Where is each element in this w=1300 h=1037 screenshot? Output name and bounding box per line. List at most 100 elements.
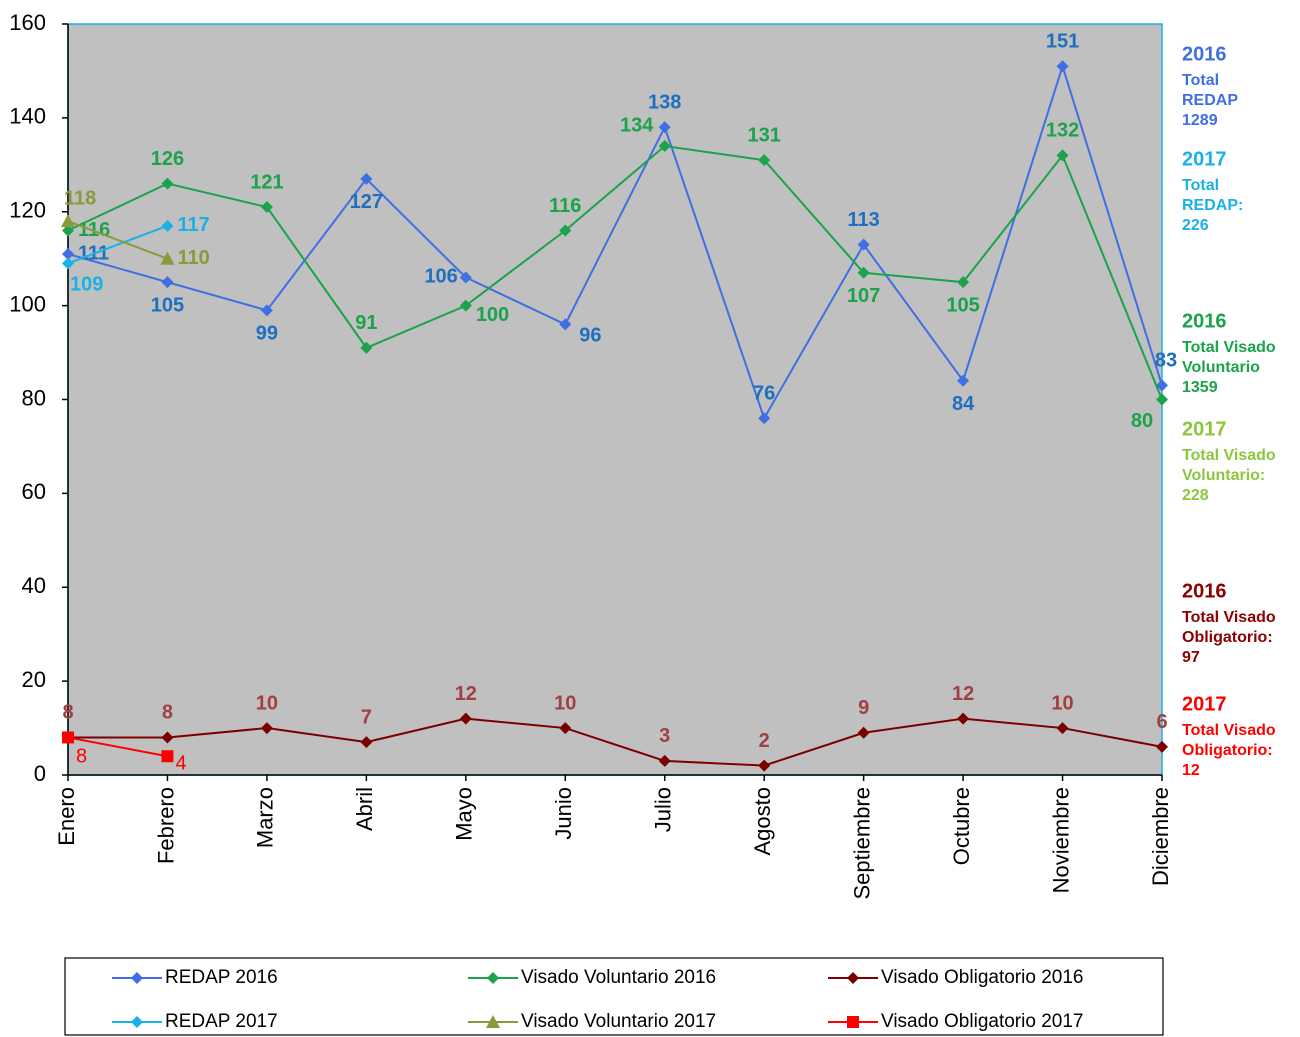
point	[62, 224, 74, 237]
annotation: Voluntario	[1182, 359, 1260, 376]
y-tick-label: 40	[22, 573, 46, 598]
data-label: 80	[1131, 410, 1153, 432]
data-label: 8	[62, 702, 73, 724]
legend-marker	[487, 972, 499, 984]
data-label: 113	[848, 209, 880, 231]
x-tick-label: Enero	[54, 787, 79, 846]
annotation: Total	[1182, 72, 1219, 89]
x-tick-label: Junio	[551, 787, 576, 840]
annotation: Obligatorio:	[1182, 742, 1273, 759]
annotation: 12	[1182, 762, 1200, 779]
point	[559, 224, 572, 237]
data-label: 116	[549, 195, 581, 217]
data-label: 7	[361, 706, 372, 728]
annotation: 2017	[1182, 418, 1227, 440]
data-label: 83	[1155, 350, 1177, 372]
point	[1156, 393, 1168, 406]
x-tick-label: Febrero	[153, 787, 178, 864]
x-tick-label: Noviembre	[1048, 787, 1073, 893]
point	[857, 266, 870, 279]
point	[62, 247, 74, 260]
annotation: 1359	[1182, 379, 1218, 396]
point	[160, 251, 175, 265]
point	[559, 722, 572, 735]
point	[161, 276, 174, 289]
data-label: 10	[554, 692, 576, 714]
annotation: 2016	[1182, 310, 1227, 332]
annotation: 2016	[1182, 580, 1227, 602]
point	[758, 154, 771, 167]
legend-label: REDAP 2016	[165, 967, 278, 988]
annotation: 2016	[1182, 43, 1227, 65]
data-label: 151	[1046, 31, 1079, 53]
point	[658, 754, 671, 767]
point	[360, 341, 373, 354]
series-line	[67, 144, 1163, 400]
x-tick-label: Diciembre	[1148, 787, 1173, 886]
data-label: 134	[620, 114, 654, 136]
y-tick-label: 60	[22, 479, 46, 504]
legend-marker	[847, 972, 859, 984]
data-label: 99	[256, 323, 278, 345]
x-tick-label: Marzo	[253, 787, 278, 848]
point	[459, 299, 472, 312]
point	[161, 177, 174, 190]
point	[360, 172, 373, 185]
annotation: REDAP:	[1182, 197, 1243, 214]
point	[1056, 60, 1069, 73]
legend-marker	[847, 1016, 859, 1028]
data-label: 76	[753, 383, 775, 405]
y-tick-label: 100	[9, 291, 46, 316]
annotation: Total Visado	[1182, 722, 1276, 739]
x-tick-label: Mayo	[452, 787, 477, 841]
y-tick-label: 80	[22, 385, 46, 410]
annotation: Total	[1182, 177, 1219, 194]
point	[957, 276, 970, 289]
annotation: 2017	[1182, 693, 1227, 715]
legend	[64, 957, 1164, 1036]
point	[260, 304, 273, 317]
series-line	[67, 736, 168, 758]
point	[758, 759, 771, 772]
point	[459, 712, 472, 725]
point	[559, 318, 572, 331]
legend-marker	[486, 1015, 500, 1028]
data-label: 117	[177, 214, 209, 236]
y-tick-label: 120	[9, 198, 46, 223]
point	[857, 726, 870, 739]
data-label: 12	[952, 683, 974, 705]
data-label: 132	[1046, 120, 1079, 142]
x-tick-label: Octubre	[949, 787, 974, 865]
annotation: 226	[1182, 217, 1209, 234]
data-label: 127	[350, 191, 383, 213]
point	[161, 219, 174, 232]
series-line	[67, 220, 168, 260]
data-label: 4	[175, 753, 186, 775]
annotation: 2017	[1182, 148, 1227, 170]
data-label: 84	[952, 393, 975, 415]
point	[62, 731, 74, 744]
point	[1156, 379, 1168, 392]
data-label: 100	[476, 304, 509, 326]
data-label: 2	[759, 730, 770, 752]
legend-marker	[131, 1016, 143, 1028]
point	[1056, 149, 1069, 162]
point	[459, 271, 472, 284]
point	[260, 201, 273, 214]
data-label: 9	[858, 697, 869, 719]
data-label: 6	[1156, 711, 1167, 733]
legend-label: Visado Obligatorio 2016	[881, 967, 1083, 988]
point	[161, 731, 174, 744]
x-tick-label: Agosto	[750, 787, 775, 856]
legend-marker	[131, 972, 143, 984]
point	[857, 238, 870, 251]
point	[957, 374, 970, 387]
data-label: 105	[151, 294, 184, 316]
legend-label: REDAP 2017	[165, 1011, 278, 1032]
data-label: 8	[162, 702, 173, 724]
data-label: 109	[70, 274, 103, 296]
x-tick-label: Septiembre	[849, 787, 874, 900]
point	[260, 722, 273, 735]
point	[658, 121, 671, 134]
